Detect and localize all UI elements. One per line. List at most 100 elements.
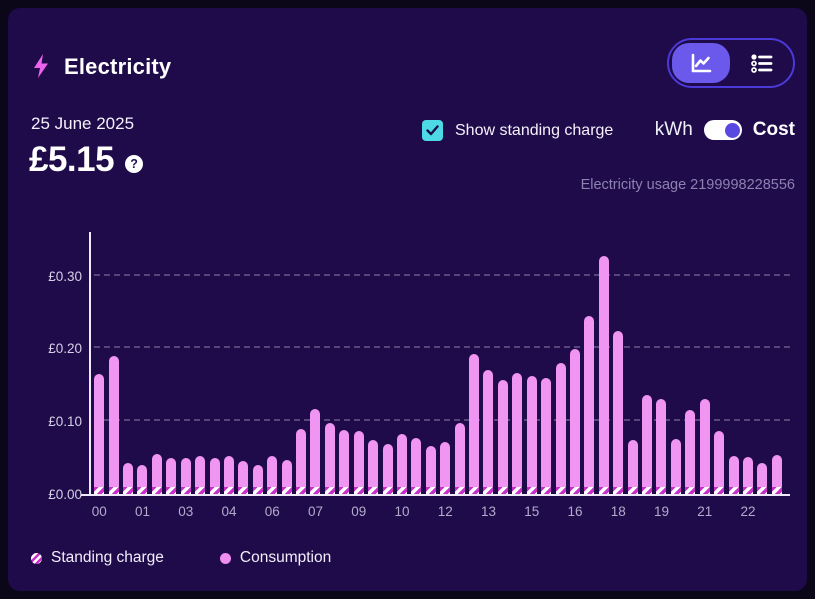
- bar-17:00[interactable]: [582, 232, 596, 494]
- standing-charge-control: Show standing charge: [422, 120, 613, 141]
- standing-charge-segment: [353, 486, 364, 494]
- bar-11:00[interactable]: [409, 232, 423, 494]
- standing-charge-segment: [382, 486, 393, 494]
- bar-04:00[interactable]: [207, 232, 221, 494]
- bar-03:30[interactable]: [193, 232, 207, 494]
- bar-13:30[interactable]: [481, 232, 495, 494]
- bar-15:00[interactable]: [525, 232, 539, 494]
- y-axis-line: [89, 232, 91, 496]
- bar-06:30[interactable]: [279, 232, 293, 494]
- bar-08:30[interactable]: [337, 232, 351, 494]
- standing-charge-segment: [584, 486, 595, 494]
- consumption-segment: [454, 422, 465, 487]
- bar-09:30[interactable]: [366, 232, 380, 494]
- legend-item-consumption: Consumption: [219, 549, 331, 567]
- help-icon[interactable]: ?: [125, 155, 144, 173]
- consumption-segment: [771, 454, 782, 487]
- bar-22:30[interactable]: [741, 232, 755, 494]
- x-tick-label: 19: [653, 504, 669, 519]
- consumption-segment: [267, 456, 278, 487]
- bar-19:00[interactable]: [640, 232, 654, 494]
- consumption-segment: [440, 442, 451, 487]
- line-chart-icon: [691, 53, 712, 73]
- x-tick-label: 13: [480, 504, 496, 519]
- bar-19:30[interactable]: [654, 232, 668, 494]
- toggle-knob: [724, 122, 740, 138]
- chart-legend: Standing charge Consumption: [31, 549, 331, 567]
- bar-00:00[interactable]: [92, 232, 106, 494]
- bar-17:30[interactable]: [597, 232, 611, 494]
- bar-10:00[interactable]: [380, 232, 394, 494]
- consumption-segment: [353, 431, 364, 487]
- standing-charge-segment: [324, 486, 335, 494]
- x-tick-label: 12: [437, 504, 453, 519]
- bar-18:00[interactable]: [611, 232, 625, 494]
- bar-22:00[interactable]: [726, 232, 740, 494]
- bar-01:00[interactable]: [121, 232, 135, 494]
- bar-16:00[interactable]: [553, 232, 567, 494]
- bar-12:30[interactable]: [452, 232, 466, 494]
- standing-charge-segment: [396, 486, 407, 494]
- bar-18:30[interactable]: [625, 232, 639, 494]
- standing-charge-segment: [656, 486, 667, 494]
- consumption-segment: [382, 443, 393, 487]
- standing-charge-segment: [742, 486, 753, 494]
- bar-21:00[interactable]: [698, 232, 712, 494]
- bar-21:30[interactable]: [712, 232, 726, 494]
- standing-charge-segment: [151, 486, 162, 494]
- consumption-segment: [209, 457, 220, 487]
- bar-12:00[interactable]: [438, 232, 452, 494]
- kwh-cost-toggle[interactable]: [703, 120, 742, 140]
- bar-14:00[interactable]: [496, 232, 510, 494]
- bar-10:30[interactable]: [395, 232, 409, 494]
- bar-02:00[interactable]: [150, 232, 164, 494]
- electricity-card: Electricity 25 June 2025 £5.15 ?: [8, 8, 807, 591]
- legend-item-standing-charge: Standing charge: [31, 549, 164, 567]
- bar-02:30[interactable]: [164, 232, 178, 494]
- bar-16:30[interactable]: [568, 232, 582, 494]
- list-view-button[interactable]: [732, 43, 790, 83]
- standing-charge-segment: [613, 486, 624, 494]
- bar-20:00[interactable]: [669, 232, 683, 494]
- x-tick-label: 04: [221, 504, 237, 519]
- gridline-£0.10: [94, 419, 790, 422]
- bar-07:00[interactable]: [294, 232, 308, 494]
- consumption-segment: [757, 463, 768, 487]
- checkmark-icon: [426, 125, 439, 136]
- consumption-segment: [670, 439, 681, 487]
- bar-20:30[interactable]: [683, 232, 697, 494]
- consumption-segment: [310, 408, 321, 487]
- consumption-segment: [137, 464, 148, 487]
- bar-chart-plot: [81, 232, 790, 496]
- consumption-segment: [296, 429, 307, 487]
- bar-15:30[interactable]: [539, 232, 553, 494]
- x-tick-label: 15: [524, 504, 540, 519]
- bar-07:30[interactable]: [308, 232, 322, 494]
- chart-view-button[interactable]: [672, 43, 730, 83]
- consumption-segment: [339, 429, 350, 487]
- consumption-segment: [699, 399, 710, 487]
- bar-14:30[interactable]: [510, 232, 524, 494]
- bar-23:30[interactable]: [770, 232, 784, 494]
- consumption-segment: [108, 355, 119, 487]
- standing-charge-segment: [512, 486, 523, 494]
- standing-charge-segment: [137, 486, 148, 494]
- consumption-segment: [555, 363, 566, 487]
- x-tick-label: 03: [178, 504, 194, 519]
- bar-23:00[interactable]: [755, 232, 769, 494]
- consumption-segment: [584, 316, 595, 487]
- bar-13:00[interactable]: [467, 232, 481, 494]
- bar-05:00[interactable]: [236, 232, 250, 494]
- bar-06:00[interactable]: [265, 232, 279, 494]
- bar-04:30[interactable]: [222, 232, 236, 494]
- bar-09:00[interactable]: [352, 232, 366, 494]
- bar-08:00[interactable]: [323, 232, 337, 494]
- bar-05:30[interactable]: [251, 232, 265, 494]
- show-standing-charge-checkbox[interactable]: [422, 120, 443, 141]
- bar-11:30[interactable]: [424, 232, 438, 494]
- amount-row: £5.15 ?: [29, 140, 144, 180]
- bar-00:30[interactable]: [106, 232, 120, 494]
- bar-03:00[interactable]: [179, 232, 193, 494]
- standing-charge-segment: [714, 486, 725, 494]
- bar-01:30[interactable]: [135, 232, 149, 494]
